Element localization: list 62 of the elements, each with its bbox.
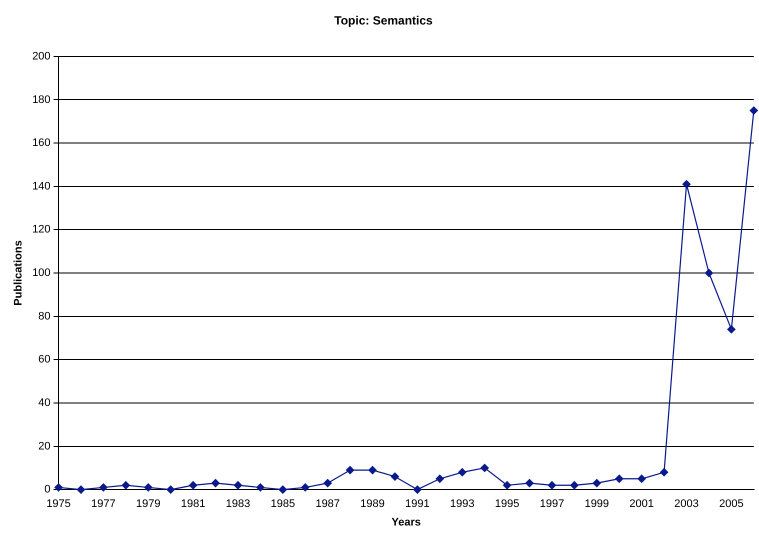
point [76, 486, 86, 494]
x-tick-label: 1997 [540, 498, 564, 510]
point [346, 466, 354, 474]
point [368, 466, 377, 474]
point [660, 468, 668, 476]
point [436, 474, 444, 483]
y-tick-label: 120 [32, 224, 51, 236]
point [704, 268, 714, 278]
point [458, 468, 466, 476]
x-tick-label: 2001 [629, 498, 654, 510]
point [301, 483, 310, 492]
point [525, 479, 534, 488]
y-tick-label: 100 [32, 267, 51, 280]
point [144, 483, 152, 492]
y-tick-label: 20 [38, 440, 51, 452]
x-tick-label: 1987 [315, 498, 340, 510]
x-axis-title: Years [391, 516, 421, 528]
point [390, 472, 400, 481]
y-tick-label: 200 [32, 50, 51, 62]
point [615, 474, 624, 483]
y-tick-label: 180 [32, 94, 51, 106]
y-tick-label: 40 [38, 396, 51, 409]
x-tick-label: 1993 [450, 498, 474, 510]
point [99, 483, 108, 492]
point [278, 486, 287, 494]
x-tick-label: 1981 [180, 498, 206, 510]
x-tick-label: 1991 [405, 498, 430, 510]
chart-title: Topic: Semantics [334, 14, 434, 28]
x-tick-label: 1989 [360, 498, 385, 510]
x-tick-label: 1995 [494, 498, 520, 510]
point [548, 481, 556, 490]
point [234, 481, 242, 490]
x-tick-label: 1985 [270, 498, 296, 510]
x-tick-label: 1999 [584, 498, 610, 510]
x-tick-label: 1975 [46, 498, 71, 510]
point [682, 180, 691, 188]
point [750, 106, 758, 115]
point [570, 481, 578, 490]
x-tick-label: 1979 [136, 498, 161, 510]
x-tick-label: 1977 [91, 498, 116, 510]
point [324, 479, 332, 488]
point [189, 481, 198, 490]
point [54, 483, 63, 492]
point [638, 474, 646, 483]
y-tick-label: 80 [38, 310, 51, 322]
y-tick-label: 160 [32, 137, 51, 150]
point [166, 486, 175, 494]
point [211, 479, 220, 488]
x-tick-label: 1983 [226, 498, 250, 510]
y-tick-label: 140 [32, 180, 51, 192]
point [480, 464, 489, 472]
point [122, 481, 130, 490]
point [503, 481, 512, 490]
y-axis-title: Publications [12, 240, 25, 306]
point [592, 479, 601, 488]
y-tick-label: 0 [44, 484, 51, 496]
x-tick-label: 2003 [674, 498, 699, 510]
point [256, 483, 264, 492]
y-tick-label: 60 [38, 354, 51, 366]
point [727, 325, 736, 334]
x-tick-label: 2005 [719, 498, 744, 510]
point [413, 486, 422, 494]
